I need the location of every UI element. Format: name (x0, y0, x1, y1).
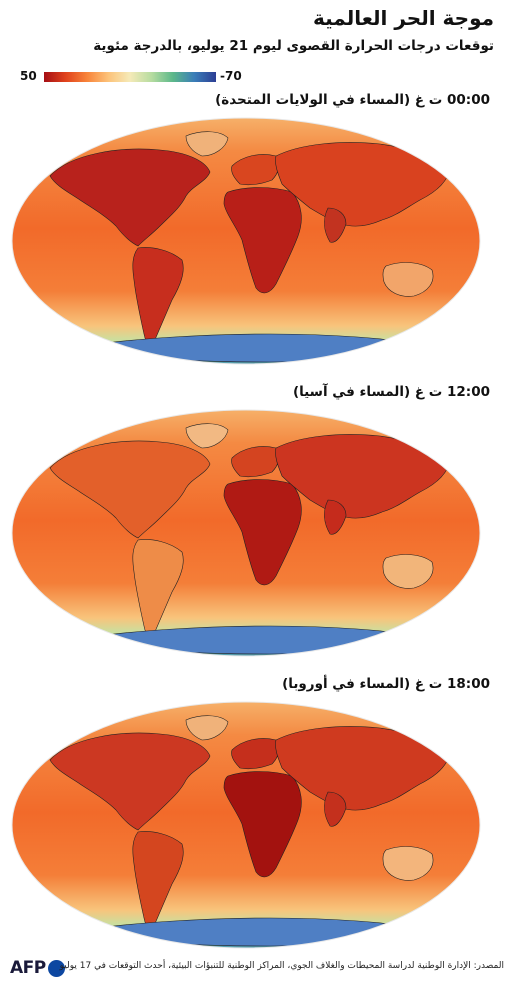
continent-greenland (185, 715, 229, 741)
panel-title-0000: 00:00 ت غ (المساء في الولايات المتحدة) (215, 92, 490, 108)
page-subtitle: توقعات درجات الحرارة القصوى ليوم 21 يولي… (93, 38, 494, 54)
continent-north-america (49, 732, 211, 831)
continent-australia (382, 262, 434, 297)
continent-asia (275, 434, 451, 519)
continent-europe (231, 154, 280, 186)
continent-asia (275, 726, 451, 811)
afp-dot-icon (47, 959, 65, 977)
continent-north-america (49, 148, 211, 247)
map-0000 (10, 116, 482, 366)
afp-logo: AFP (10, 958, 65, 978)
continent-australia (382, 846, 434, 881)
map-outline (11, 409, 481, 657)
continent-india (324, 499, 347, 535)
panel-title-1800: 18:00 ت غ (المساء في أوروبا) (282, 676, 490, 692)
panel-title-1200: 12:00 ت غ (المساء في آسيا) (292, 384, 490, 400)
footer: AFP المصدر: الإدارة الوطنية لدراسة المحي… (8, 956, 504, 982)
continent-europe (231, 446, 280, 478)
continent-greenland (185, 423, 229, 449)
map-outline (11, 117, 481, 365)
map-1800 (10, 700, 482, 950)
page-title: موجة الحر العالمية (313, 6, 494, 30)
continent-europe (231, 738, 280, 770)
legend-min-label: -70 (220, 69, 242, 83)
continent-india (324, 791, 347, 827)
continent-india (324, 207, 347, 243)
continent-greenland (185, 131, 229, 157)
legend-max-label: 50 (20, 69, 37, 83)
continent-north-america (49, 440, 211, 539)
afp-logo-text: AFP (10, 958, 46, 978)
legend-color-bar (44, 72, 216, 82)
continent-australia (382, 554, 434, 589)
continent-asia (275, 142, 451, 227)
map-1200 (10, 408, 482, 658)
color-legend: 50 -70 (20, 68, 250, 86)
map-outline (11, 701, 481, 949)
source-note: المصدر: الإدارة الوطنية لدراسة المحيطات … (59, 961, 504, 971)
